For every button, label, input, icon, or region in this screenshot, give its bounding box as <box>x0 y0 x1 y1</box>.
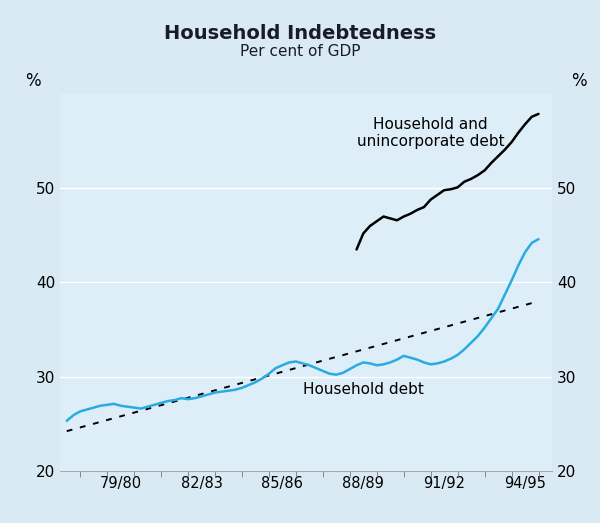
Text: Household and
unincorporate debt: Household and unincorporate debt <box>357 117 505 149</box>
Text: Per cent of GDP: Per cent of GDP <box>240 44 360 60</box>
Text: %: % <box>26 72 41 90</box>
Text: %: % <box>571 72 586 90</box>
Text: Household debt: Household debt <box>303 381 424 396</box>
Text: Household Indebtedness: Household Indebtedness <box>164 24 436 42</box>
